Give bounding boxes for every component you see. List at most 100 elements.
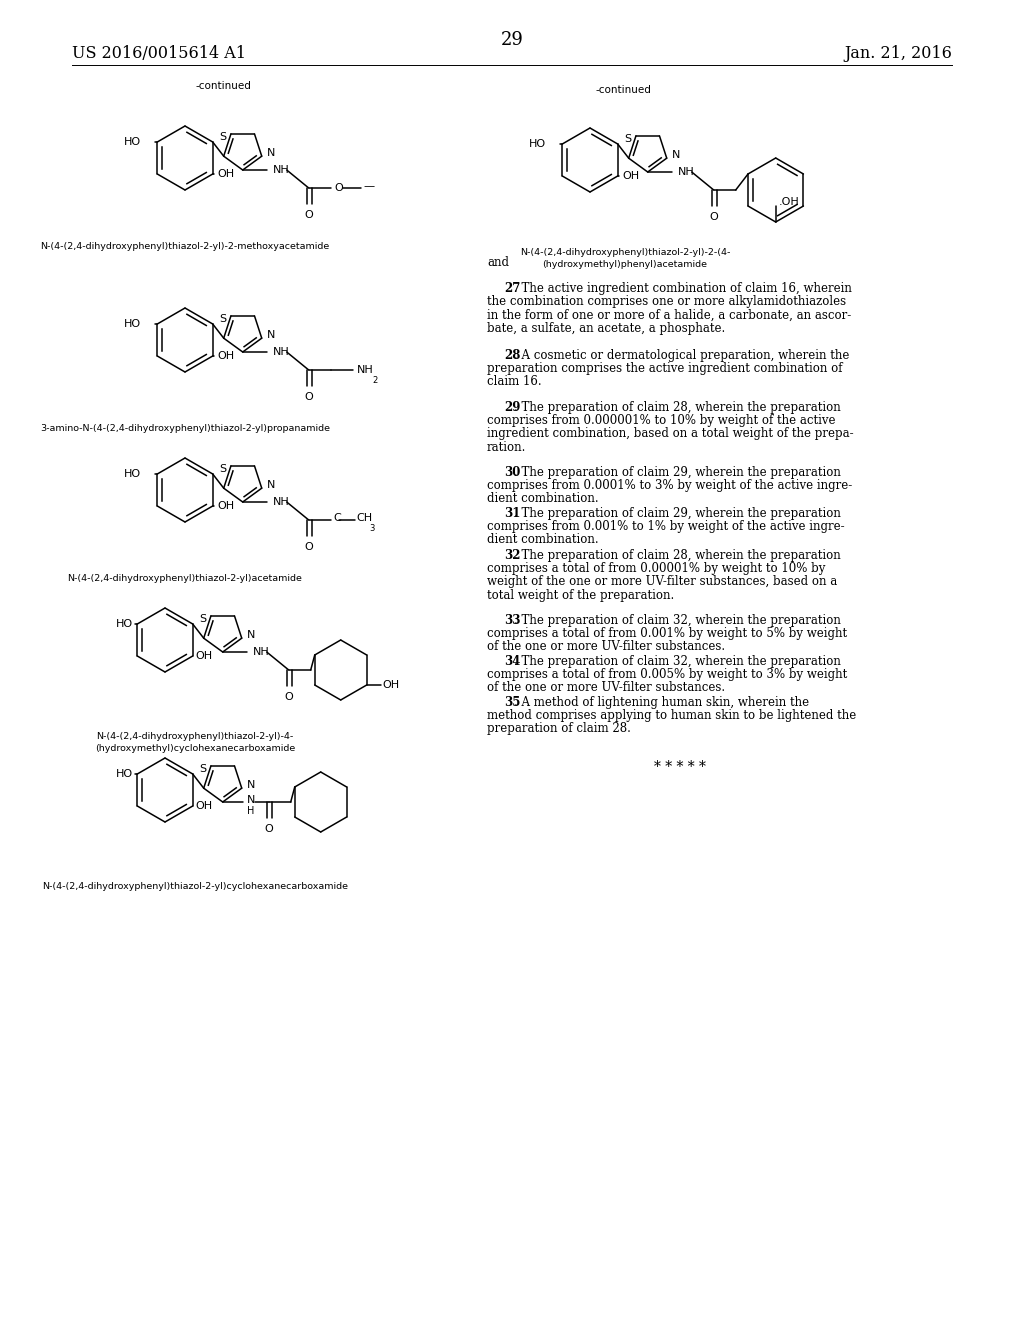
- Text: 35: 35: [504, 696, 520, 709]
- Text: 27: 27: [504, 282, 520, 294]
- Text: N: N: [247, 780, 255, 791]
- Text: 30: 30: [504, 466, 520, 479]
- Text: . The preparation of claim 28, wherein the preparation: . The preparation of claim 28, wherein t…: [514, 549, 841, 562]
- Text: NH: NH: [253, 647, 269, 657]
- Text: S: S: [624, 133, 631, 144]
- Text: preparation of claim 28.: preparation of claim 28.: [487, 722, 631, 735]
- Text: Jan. 21, 2016: Jan. 21, 2016: [844, 45, 952, 62]
- Text: NH: NH: [272, 165, 290, 176]
- Text: (hydroxymethyl)cyclohexanecarboxamide: (hydroxymethyl)cyclohexanecarboxamide: [95, 744, 295, 752]
- Text: ingredient combination, based on a total weight of the prepa-: ingredient combination, based on a total…: [487, 428, 854, 441]
- Text: * * * * *: * * * * *: [654, 760, 706, 774]
- Text: . The preparation of claim 29, wherein the preparation: . The preparation of claim 29, wherein t…: [514, 507, 841, 520]
- Text: . The active ingredient combination of claim 16, wherein: . The active ingredient combination of c…: [514, 282, 852, 294]
- Text: HO: HO: [124, 469, 141, 479]
- Text: OH: OH: [196, 801, 213, 810]
- Text: the combination comprises one or more alkylamidothiazoles: the combination comprises one or more al…: [487, 296, 846, 308]
- Text: HO: HO: [124, 137, 141, 147]
- Text: OH: OH: [623, 172, 640, 181]
- Text: N-(4-(2,4-dihydroxyphenyl)thiazol-2-yl)-2-methoxyacetamide: N-(4-(2,4-dihydroxyphenyl)thiazol-2-yl)-…: [40, 242, 330, 251]
- Text: O: O: [305, 392, 313, 403]
- Text: CH: CH: [356, 513, 373, 523]
- Text: OH: OH: [218, 351, 234, 360]
- Text: N: N: [247, 630, 255, 640]
- Text: H: H: [247, 807, 254, 816]
- Text: of the one or more UV-filter substances.: of the one or more UV-filter substances.: [487, 640, 725, 653]
- Text: preparation comprises the active ingredient combination of: preparation comprises the active ingredi…: [487, 362, 843, 375]
- Text: C: C: [334, 513, 341, 523]
- Text: N: N: [672, 150, 680, 160]
- Text: NH: NH: [272, 347, 290, 356]
- Text: (hydroxymethyl)phenyl)acetamide: (hydroxymethyl)phenyl)acetamide: [543, 260, 708, 269]
- Text: US 2016/0015614 A1: US 2016/0015614 A1: [72, 45, 246, 62]
- Text: OH: OH: [218, 169, 234, 180]
- Text: N: N: [247, 795, 255, 805]
- Text: and: and: [487, 256, 509, 269]
- Text: . A cosmetic or dermatological preparation, wherein the: . A cosmetic or dermatological preparati…: [514, 348, 850, 362]
- Text: 3: 3: [370, 524, 375, 533]
- Text: HO: HO: [116, 770, 133, 779]
- Text: .OH: .OH: [778, 197, 800, 207]
- Text: O: O: [305, 543, 313, 552]
- Text: -continued: -continued: [195, 81, 251, 91]
- Text: O: O: [305, 210, 313, 220]
- Text: . The preparation of claim 28, wherein the preparation: . The preparation of claim 28, wherein t…: [514, 401, 841, 414]
- Text: O: O: [285, 692, 294, 702]
- Text: 34: 34: [504, 655, 520, 668]
- Text: OH: OH: [218, 502, 234, 511]
- Text: claim 16.: claim 16.: [487, 375, 542, 388]
- Text: 3-amino-N-(4-(2,4-dihydroxyphenyl)thiazol-2-yl)propanamide: 3-amino-N-(4-(2,4-dihydroxyphenyl)thiazo…: [40, 424, 330, 433]
- Text: 28: 28: [504, 348, 520, 362]
- Text: HO: HO: [529, 139, 546, 149]
- Text: . A method of lightening human skin, wherein the: . A method of lightening human skin, whe…: [514, 696, 809, 709]
- Text: N-(4-(2,4-dihydroxyphenyl)thiazol-2-yl)cyclohexanecarboxamide: N-(4-(2,4-dihydroxyphenyl)thiazol-2-yl)c…: [42, 882, 348, 891]
- Text: . The preparation of claim 32, wherein the preparation: . The preparation of claim 32, wherein t…: [514, 655, 841, 668]
- Text: O: O: [710, 213, 719, 222]
- Text: . The preparation of claim 32, wherein the preparation: . The preparation of claim 32, wherein t…: [514, 614, 841, 627]
- Text: N: N: [266, 148, 275, 158]
- Text: total weight of the preparation.: total weight of the preparation.: [487, 589, 674, 602]
- Text: OH: OH: [383, 680, 399, 690]
- Text: comprises a total of from 0.005% by weight to 3% by weight: comprises a total of from 0.005% by weig…: [487, 668, 847, 681]
- Text: dient combination.: dient combination.: [487, 533, 599, 546]
- Text: 29: 29: [504, 401, 520, 414]
- Text: S: S: [219, 314, 226, 323]
- Text: of the one or more UV-filter substances.: of the one or more UV-filter substances.: [487, 681, 725, 694]
- Text: weight of the one or more UV-filter substances, based on a: weight of the one or more UV-filter subs…: [487, 576, 838, 589]
- Text: S: S: [219, 132, 226, 141]
- Text: NH: NH: [272, 498, 290, 507]
- Text: comprises from 0.0001% to 3% by weight of the active ingre-: comprises from 0.0001% to 3% by weight o…: [487, 479, 852, 492]
- Text: NH: NH: [356, 366, 374, 375]
- Text: S: S: [219, 463, 226, 474]
- Text: OH: OH: [196, 651, 213, 661]
- Text: HO: HO: [116, 619, 133, 630]
- Text: 33: 33: [504, 614, 520, 627]
- Text: -continued: -continued: [595, 84, 651, 95]
- Text: comprises from 0.001% to 1% by weight of the active ingre-: comprises from 0.001% to 1% by weight of…: [487, 520, 845, 533]
- Text: N-(4-(2,4-dihydroxyphenyl)thiazol-2-yl)-4-: N-(4-(2,4-dihydroxyphenyl)thiazol-2-yl)-…: [96, 733, 294, 741]
- Text: in the form of one or more of a halide, a carbonate, an ascor-: in the form of one or more of a halide, …: [487, 309, 851, 321]
- Text: —: —: [364, 181, 375, 191]
- Text: 32: 32: [504, 549, 520, 562]
- Text: N: N: [266, 330, 275, 341]
- Text: 2: 2: [373, 376, 378, 385]
- Text: N: N: [266, 480, 275, 490]
- Text: 29: 29: [501, 30, 523, 49]
- Text: dient combination.: dient combination.: [487, 492, 599, 506]
- Text: comprises a total of from 0.001% by weight to 5% by weight: comprises a total of from 0.001% by weig…: [487, 627, 847, 640]
- Text: N-(4-(2,4-dihydroxyphenyl)thiazol-2-yl)-2-(4-: N-(4-(2,4-dihydroxyphenyl)thiazol-2-yl)-…: [520, 248, 730, 257]
- Text: S: S: [199, 764, 206, 774]
- Text: S: S: [199, 614, 206, 624]
- Text: bate, a sulfate, an acetate, a phosphate.: bate, a sulfate, an acetate, a phosphate…: [487, 322, 725, 334]
- Text: HO: HO: [124, 319, 141, 329]
- Text: comprises a total of from 0.00001% by weight to 10% by: comprises a total of from 0.00001% by we…: [487, 562, 825, 576]
- Text: O: O: [335, 183, 343, 193]
- Text: NH: NH: [678, 168, 694, 177]
- Text: ration.: ration.: [487, 441, 526, 454]
- Text: method comprises applying to human skin to be lightened the: method comprises applying to human skin …: [487, 709, 856, 722]
- Text: 31: 31: [504, 507, 520, 520]
- Text: O: O: [265, 824, 273, 834]
- Text: . The preparation of claim 29, wherein the preparation: . The preparation of claim 29, wherein t…: [514, 466, 841, 479]
- Text: N-(4-(2,4-dihydroxyphenyl)thiazol-2-yl)acetamide: N-(4-(2,4-dihydroxyphenyl)thiazol-2-yl)a…: [68, 574, 302, 583]
- Text: comprises from 0.000001% to 10% by weight of the active: comprises from 0.000001% to 10% by weigh…: [487, 414, 836, 428]
